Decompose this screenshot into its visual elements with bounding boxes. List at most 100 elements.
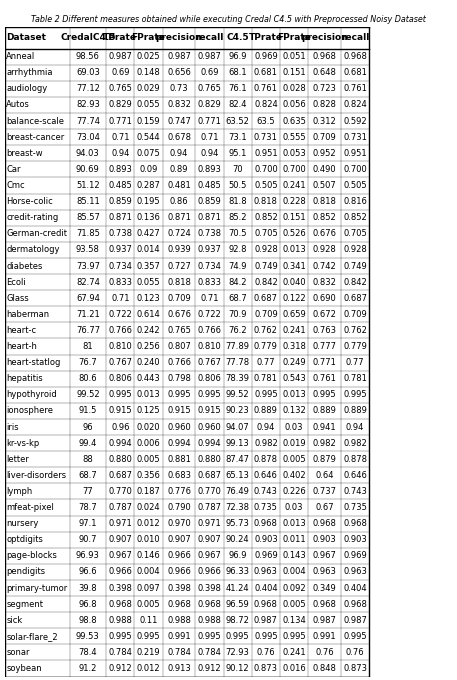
Text: ionosphere: ionosphere bbox=[6, 407, 53, 415]
Text: haberman: haberman bbox=[6, 310, 49, 319]
Text: primary-tumor: primary-tumor bbox=[6, 583, 68, 592]
Text: 0.991: 0.991 bbox=[167, 632, 191, 641]
Text: 0.968: 0.968 bbox=[108, 600, 132, 609]
Text: 0.028: 0.028 bbox=[282, 84, 306, 93]
Text: 0.951: 0.951 bbox=[343, 149, 367, 158]
Text: 88: 88 bbox=[83, 455, 93, 464]
Text: 0.69: 0.69 bbox=[200, 68, 219, 78]
Text: 77.89: 77.89 bbox=[226, 342, 250, 351]
Text: 0.256: 0.256 bbox=[137, 342, 160, 351]
Text: 0.709: 0.709 bbox=[254, 310, 278, 319]
Text: 0.763: 0.763 bbox=[313, 326, 336, 335]
Text: diabetes: diabetes bbox=[6, 262, 43, 271]
Text: 0.646: 0.646 bbox=[254, 471, 278, 480]
Text: 96: 96 bbox=[83, 422, 93, 432]
Text: 0.681: 0.681 bbox=[343, 68, 367, 78]
Text: 0.94: 0.94 bbox=[257, 422, 275, 432]
Text: 0.735: 0.735 bbox=[343, 503, 367, 512]
Text: 0.968: 0.968 bbox=[343, 52, 367, 61]
Text: Ecoli: Ecoli bbox=[6, 277, 26, 286]
Text: 0.592: 0.592 bbox=[343, 116, 367, 126]
Text: 0.683: 0.683 bbox=[167, 471, 191, 480]
Text: 0.241: 0.241 bbox=[282, 326, 306, 335]
Text: 0.982: 0.982 bbox=[313, 439, 336, 447]
Text: 0.987: 0.987 bbox=[343, 616, 367, 625]
Text: 73.97: 73.97 bbox=[76, 262, 100, 271]
Text: 0.994: 0.994 bbox=[167, 439, 191, 447]
Text: nursery: nursery bbox=[6, 519, 39, 528]
Text: 0.937: 0.937 bbox=[108, 245, 132, 254]
Text: 0.635: 0.635 bbox=[282, 116, 306, 126]
Text: 72.38: 72.38 bbox=[226, 503, 250, 512]
Text: 0.770: 0.770 bbox=[197, 487, 221, 496]
Text: 76.7: 76.7 bbox=[79, 358, 97, 367]
Text: 0.818: 0.818 bbox=[254, 197, 278, 206]
Text: sick: sick bbox=[6, 616, 22, 625]
Text: 0.648: 0.648 bbox=[313, 68, 336, 78]
Text: 0.963: 0.963 bbox=[343, 567, 367, 577]
Text: 0.055: 0.055 bbox=[137, 277, 160, 286]
Text: audiology: audiology bbox=[6, 84, 48, 93]
Text: 0.771: 0.771 bbox=[197, 116, 221, 126]
Text: 0.765: 0.765 bbox=[167, 326, 191, 335]
Text: 96.93: 96.93 bbox=[76, 551, 100, 560]
Text: 82.4: 82.4 bbox=[228, 101, 247, 109]
Text: 0.873: 0.873 bbox=[254, 664, 278, 673]
Text: 50.5: 50.5 bbox=[228, 181, 247, 190]
Text: breast-w: breast-w bbox=[6, 149, 43, 158]
Text: 0.798: 0.798 bbox=[167, 374, 191, 384]
Text: 98.8: 98.8 bbox=[79, 616, 97, 625]
Text: 0.779: 0.779 bbox=[343, 342, 367, 351]
Text: 0.818: 0.818 bbox=[313, 197, 336, 206]
Text: 0.988: 0.988 bbox=[197, 616, 221, 625]
Text: 68.7: 68.7 bbox=[228, 294, 247, 303]
Text: 0.995: 0.995 bbox=[198, 632, 221, 641]
Text: 0.051: 0.051 bbox=[282, 52, 306, 61]
Text: 0.776: 0.776 bbox=[167, 487, 191, 496]
Text: 0.995: 0.995 bbox=[343, 390, 367, 399]
Text: 0.543: 0.543 bbox=[282, 374, 306, 384]
Text: 0.94: 0.94 bbox=[111, 149, 129, 158]
Text: 0.969: 0.969 bbox=[254, 52, 278, 61]
Text: 0.995: 0.995 bbox=[137, 632, 160, 641]
Text: 0.341: 0.341 bbox=[282, 262, 306, 271]
Text: 0.889: 0.889 bbox=[313, 407, 336, 415]
Text: TPrate: TPrate bbox=[103, 33, 138, 42]
Text: 77.74: 77.74 bbox=[76, 116, 100, 126]
Text: 0.614: 0.614 bbox=[137, 310, 160, 319]
Text: soybean: soybean bbox=[6, 664, 42, 673]
Text: 0.987: 0.987 bbox=[167, 52, 191, 61]
Text: 76.1: 76.1 bbox=[228, 84, 247, 93]
Text: 0.122: 0.122 bbox=[282, 294, 306, 303]
Text: 70: 70 bbox=[232, 165, 243, 174]
Text: 94.07: 94.07 bbox=[226, 422, 250, 432]
Text: 0.994: 0.994 bbox=[198, 439, 221, 447]
Text: 0.771: 0.771 bbox=[313, 358, 336, 367]
Text: FPrate: FPrate bbox=[132, 33, 165, 42]
Text: 0.968: 0.968 bbox=[254, 600, 278, 609]
Text: 0.995: 0.995 bbox=[343, 632, 367, 641]
Text: 0.907: 0.907 bbox=[167, 535, 191, 544]
Text: 82.93: 82.93 bbox=[76, 101, 100, 109]
Text: 0.903: 0.903 bbox=[343, 535, 367, 544]
Text: 0.971: 0.971 bbox=[108, 519, 132, 528]
Text: 0.810: 0.810 bbox=[108, 342, 132, 351]
Text: 70.9: 70.9 bbox=[228, 310, 247, 319]
Text: 0.016: 0.016 bbox=[282, 664, 306, 673]
Text: Autos: Autos bbox=[6, 101, 30, 109]
Text: 0.006: 0.006 bbox=[137, 439, 160, 447]
Text: recall: recall bbox=[195, 33, 223, 42]
Text: 96.9: 96.9 bbox=[228, 551, 247, 560]
Text: credit-rating: credit-rating bbox=[6, 214, 58, 222]
Text: 0.025: 0.025 bbox=[137, 52, 160, 61]
Text: 0.880: 0.880 bbox=[108, 455, 132, 464]
Text: 0.968: 0.968 bbox=[343, 600, 367, 609]
Text: 0.903: 0.903 bbox=[254, 535, 278, 544]
Text: 0.915: 0.915 bbox=[167, 407, 191, 415]
Text: solar-flare_2: solar-flare_2 bbox=[6, 632, 58, 641]
Text: 0.994: 0.994 bbox=[108, 439, 132, 447]
Text: 0.770: 0.770 bbox=[108, 487, 132, 496]
Text: 0.734: 0.734 bbox=[197, 262, 221, 271]
Text: 0.349: 0.349 bbox=[313, 583, 336, 592]
Text: page-blocks: page-blocks bbox=[6, 551, 57, 560]
